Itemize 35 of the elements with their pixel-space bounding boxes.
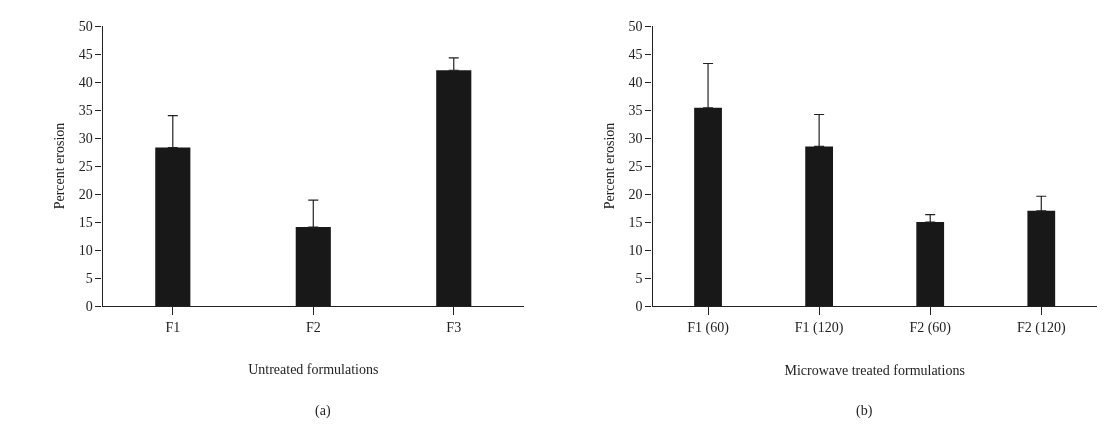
text: (a) — [315, 403, 331, 419]
x-tick-label: F2 (60) — [909, 319, 952, 336]
y-tick-label: 20 — [78, 186, 93, 202]
text: (b) — [856, 403, 873, 419]
y-axis-title: Percent erosion — [52, 122, 68, 210]
y-tick-label: 10 — [78, 242, 93, 258]
x-tick-label: F1 (60) — [687, 319, 730, 336]
y-tick-label: 25 — [628, 158, 643, 174]
y-tick-label: 5 — [85, 270, 93, 286]
x-tick-label: F3 — [446, 319, 462, 335]
y-tick-label: 45 — [78, 46, 93, 62]
y-tick-label: 15 — [78, 214, 93, 230]
y-tick-label: 50 — [78, 18, 93, 34]
y-tick-label: 35 — [628, 102, 643, 118]
x-tick-label: F2 — [305, 319, 321, 335]
y-tick-label: 40 — [628, 74, 643, 90]
y-tick-label: 25 — [78, 158, 93, 174]
y-tick-label: 30 — [628, 130, 643, 146]
y-tick-label: 0 — [635, 298, 643, 314]
y-tick-label: 5 — [635, 270, 643, 286]
x-tick-label: F1 (120) — [794, 319, 844, 336]
y-axis-title: Percent erosion — [602, 122, 618, 210]
y-tick-label: 50 — [628, 18, 643, 34]
y-tick-label: 40 — [78, 74, 93, 90]
x-axis-title: Untreated formulations — [248, 362, 379, 378]
y-tick-label: 15 — [628, 214, 643, 230]
y-tick-label: 20 — [628, 186, 643, 202]
y-tick-label: 10 — [628, 242, 643, 258]
x-tick-label: F2 (120) — [1016, 319, 1066, 336]
y-tick-label: 45 — [628, 46, 643, 62]
x-axis-title: Microwave treated formulations — [784, 363, 965, 379]
y-tick-label: 35 — [78, 102, 93, 118]
y-tick-label: 0 — [85, 298, 93, 314]
y-tick-label: 30 — [78, 130, 93, 146]
x-tick-label: F1 — [165, 319, 181, 335]
